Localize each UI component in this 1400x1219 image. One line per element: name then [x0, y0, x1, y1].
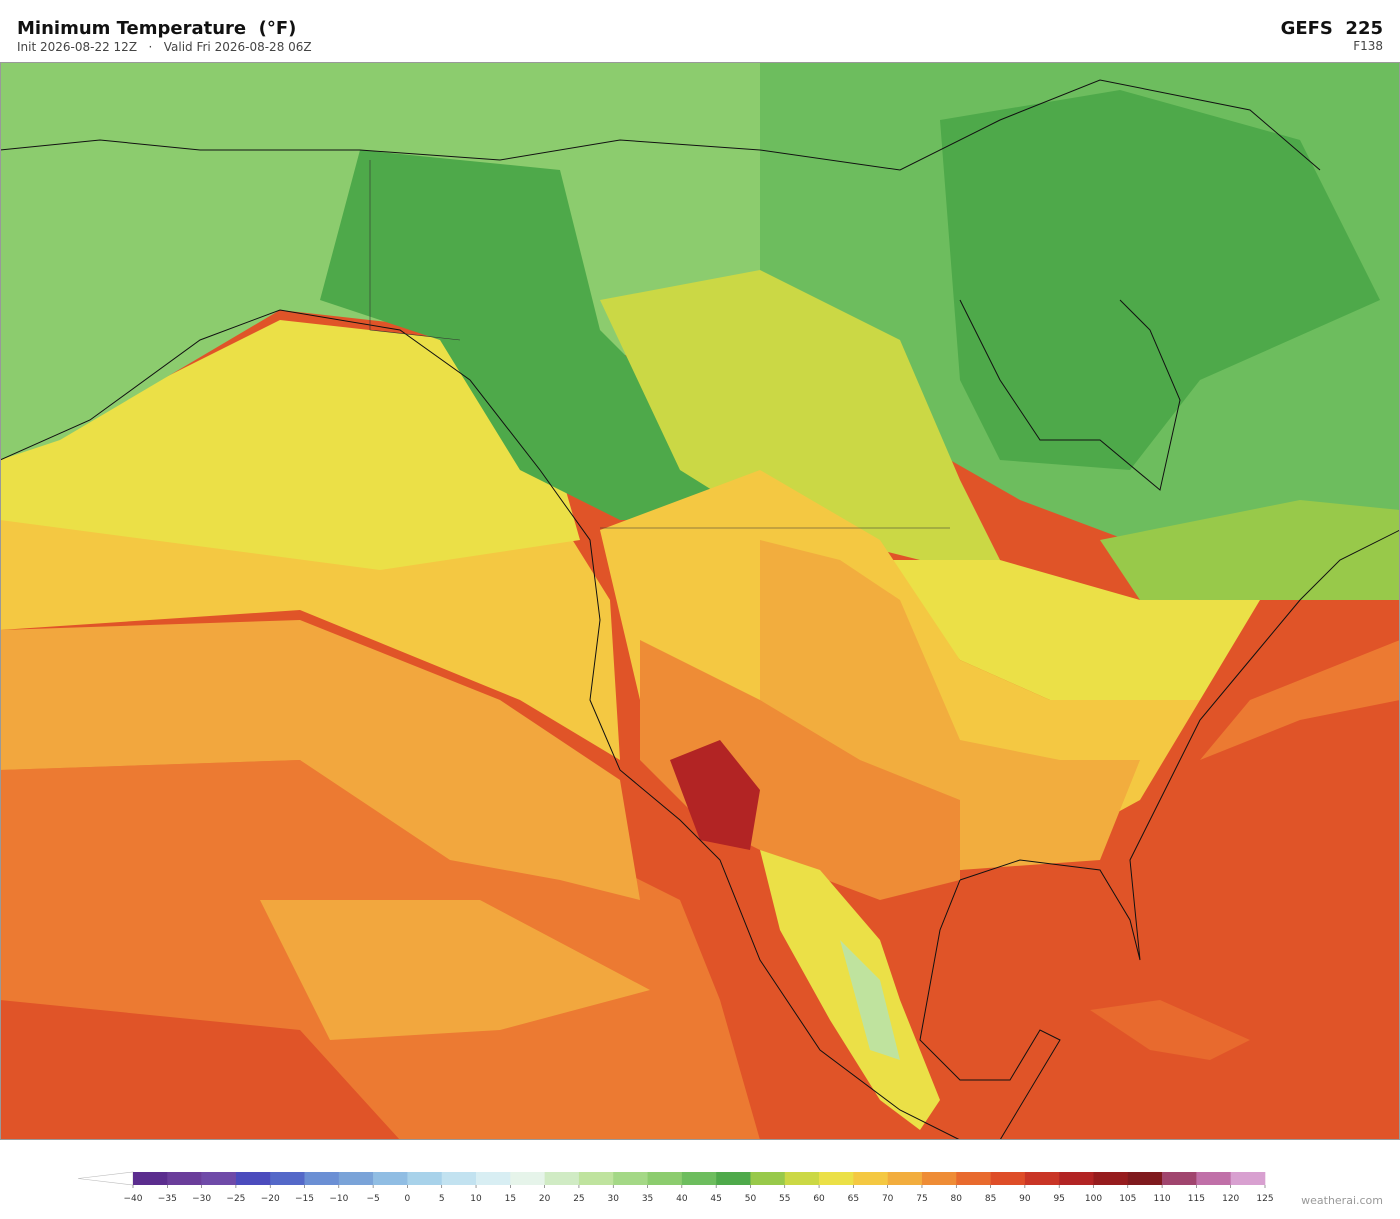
colorbar-bin — [338, 1172, 374, 1185]
colorbar-bin — [887, 1172, 923, 1185]
colorbar-bin — [1024, 1172, 1060, 1185]
colorbar-bin — [1059, 1172, 1094, 1185]
colorbar-bin — [1196, 1172, 1231, 1185]
title: Minimum Temperature (°F) — [17, 18, 296, 39]
colorbar-tick-label: 65 — [848, 1194, 859, 1204]
colorbar-bin — [578, 1172, 614, 1185]
colorbar-bin — [784, 1172, 820, 1185]
colorbar-bin — [476, 1172, 511, 1185]
colorbar-tick-label: 70 — [882, 1194, 894, 1204]
colorbar-tick-label: 50 — [745, 1194, 757, 1204]
colorbar-tick-label: 60 — [813, 1194, 825, 1204]
colorbar-tick-label: 115 — [1188, 1194, 1205, 1204]
colorbar: −40 −35 −30 −25 −20 −15 −10 −5 0 5 10 15 20 25 30 35 40 4… — [77, 1171, 1274, 1204]
colorbar-bin — [613, 1172, 648, 1185]
colorbar-tick-label: 25 — [573, 1194, 584, 1204]
colorbar-tick-label: 75 — [916, 1194, 927, 1204]
colorbar-bin — [647, 1172, 683, 1185]
colorbar-bin — [990, 1172, 1026, 1185]
colorbar-tick-label: 15 — [505, 1194, 516, 1204]
colorbar-tick-label: −25 — [226, 1194, 245, 1204]
colorbar-bin — [956, 1172, 991, 1185]
subtitle: Init 2026-08-22 12Z · Valid Fri 2026-08-… — [17, 40, 312, 54]
colorbar-bin — [716, 1172, 751, 1185]
colorbar-bin — [510, 1172, 545, 1185]
forecast-hour: F138 — [1353, 39, 1383, 53]
colorbar-bin — [235, 1172, 271, 1185]
colorbar-bin — [441, 1172, 477, 1185]
colorbar-tick-label: −35 — [158, 1194, 177, 1204]
colorbar-tick-label: −5 — [366, 1194, 379, 1204]
colorbar-tick-label: −15 — [295, 1194, 314, 1204]
colorbar-bin — [1093, 1172, 1129, 1185]
watermark: weatherai.com — [1301, 1194, 1383, 1207]
map — [0, 62, 1400, 1140]
colorbar-bin — [373, 1172, 408, 1185]
colorbar-bin — [819, 1172, 854, 1185]
colorbar-bin — [853, 1172, 888, 1185]
colorbar-bin — [304, 1172, 340, 1185]
colorbar-bin — [201, 1172, 237, 1185]
colorbar-tick-label: 35 — [642, 1194, 653, 1204]
colorbar-bin — [167, 1172, 202, 1185]
colorbar-tick-label: 30 — [608, 1194, 620, 1204]
colorbar-tick-label: −40 — [124, 1194, 143, 1204]
colorbar-tick-label: 45 — [710, 1194, 721, 1204]
colorbar-tick-label: 105 — [1119, 1194, 1136, 1204]
colorbar-bin — [750, 1172, 786, 1185]
colorbar-tick-label: 90 — [1019, 1194, 1031, 1204]
colorbar-tick-label: −20 — [261, 1194, 280, 1204]
colorbar-tick-label: −30 — [192, 1194, 211, 1204]
colorbar-tick-label: 120 — [1222, 1194, 1239, 1204]
colorbar-tick-label: 10 — [470, 1194, 482, 1204]
model-label: GEFS 225 — [1281, 18, 1383, 39]
colorbar-bin — [681, 1172, 717, 1185]
colorbar-bin — [133, 1172, 168, 1185]
colorbar-under — [77, 1171, 134, 1186]
colorbar-tick-label: 80 — [951, 1194, 963, 1204]
colorbar-tick-label: 95 — [1053, 1194, 1064, 1204]
colorbar-tick-label: 5 — [439, 1194, 445, 1204]
colorbar-tick-label: 55 — [779, 1194, 790, 1204]
colorbar-bin — [1230, 1172, 1266, 1185]
colorbar-bin — [407, 1172, 443, 1185]
colorbar-bin — [1127, 1172, 1163, 1185]
colorbar-tick-label: 40 — [676, 1194, 688, 1204]
colorbar-tick-label: −10 — [329, 1194, 348, 1204]
colorbar-tick-label: 125 — [1256, 1194, 1273, 1204]
colorbar-tick-label: 20 — [539, 1194, 551, 1204]
colorbar-tick-label: 85 — [985, 1194, 996, 1204]
colorbar-bin — [544, 1172, 580, 1185]
colorbar-tick-label: 0 — [405, 1194, 411, 1204]
colorbar-bin — [921, 1172, 957, 1185]
colorbar-bin — [1162, 1172, 1197, 1185]
colorbar-tick-label: 100 — [1085, 1194, 1102, 1204]
colorbar-tick-label: 110 — [1153, 1194, 1170, 1204]
colorbar-bin — [270, 1172, 305, 1185]
